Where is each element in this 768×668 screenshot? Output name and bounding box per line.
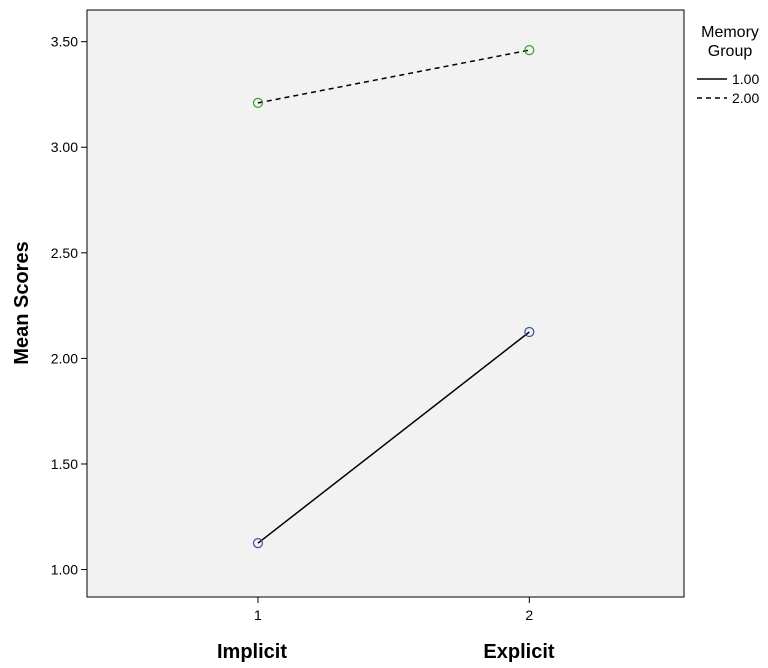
y-tick-label-0: 1.00 [51, 562, 78, 578]
y-tick-label-1: 1.50 [51, 456, 78, 472]
series-1-point-1 [252, 538, 264, 549]
series-1-point-2 [524, 326, 535, 338]
legend-label-1: 1.00 [732, 71, 759, 87]
series-2-point-1 [252, 97, 264, 109]
x-tick-label-0: 1 [254, 607, 262, 623]
y-tick-label-3: 2.50 [51, 245, 78, 261]
series-line-2 [257, 49, 530, 104]
x-category-label-implicit: Implicit [217, 641, 287, 663]
x-tick-label-1: 2 [525, 607, 533, 623]
y-tick-label-5: 3.50 [51, 34, 78, 50]
series-layer [252, 45, 535, 549]
series-2-point-2 [524, 45, 535, 56]
legend-title-line-2: Group [708, 43, 753, 60]
plot-area [86, 9, 685, 598]
y-axis-title: Mean Scores [11, 241, 33, 364]
series-line-1 [257, 331, 530, 544]
legend: Memory Group 1.00 2.00 [697, 24, 759, 106]
y-tick-label-4: 3.00 [51, 139, 78, 155]
y-tick-label-2: 2.00 [51, 350, 78, 366]
legend-label-2: 2.00 [732, 90, 759, 106]
x-category-label-explicit: Explicit [483, 641, 554, 663]
y-axis: 1.00 1.50 2.00 2.50 3.00 3.50 [51, 34, 87, 578]
legend-title-line-1: Memory [701, 24, 759, 41]
